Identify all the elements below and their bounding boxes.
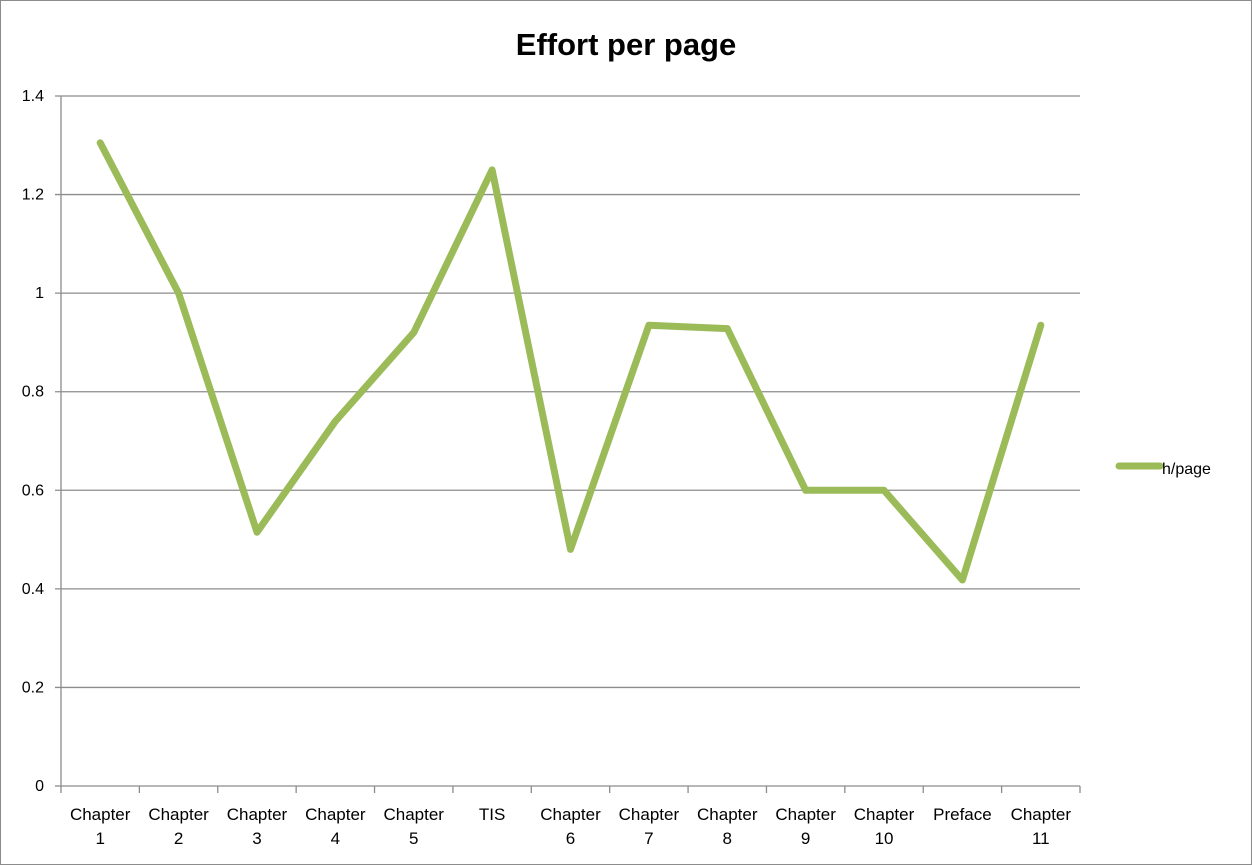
y-tick-label: 0.2: [22, 679, 44, 696]
y-tick-label: 1.4: [22, 88, 44, 105]
x-tick-label: Chapter 6: [540, 805, 601, 848]
x-tick-label-line: Chapter: [383, 805, 444, 824]
x-tick-label-line: Chapter: [619, 805, 680, 824]
axes: [60, 96, 1081, 793]
x-tick-label-line: Chapter: [540, 805, 601, 824]
x-tick-label-line: 8: [723, 829, 732, 848]
x-tick-label: Chapter 4: [305, 805, 366, 848]
x-tick-label-line: 7: [644, 829, 653, 848]
x-tick-label-line: Chapter: [70, 805, 131, 824]
x-tick-label: Chapter 1: [70, 805, 131, 848]
x-tick-label-line: 6: [566, 829, 575, 848]
gridlines: [55, 95, 1080, 787]
x-tick-label: Chapter 10: [854, 805, 915, 848]
y-tick-label: 0: [35, 778, 44, 795]
x-tick-label-line: 9: [801, 829, 810, 848]
legend-label: h/page: [1162, 461, 1211, 478]
x-tick-label: Chapter 3: [227, 805, 288, 848]
x-tick-label-line: Chapter: [854, 805, 915, 824]
x-tick-label-line: 3: [252, 829, 261, 848]
y-axis-tick-labels: 0 0.2 0.4 0.6 0.8 1 1.2 1.4: [22, 88, 44, 795]
legend: h/page: [1115, 461, 1211, 478]
x-tick-label-line: Chapter: [305, 805, 366, 824]
x-tick-label-line: 5: [409, 829, 418, 848]
series-line: [96, 139, 1045, 584]
series-lines: [96, 139, 1045, 584]
x-tick-label: Chapter 11: [1011, 805, 1072, 848]
y-tick-label: 0.6: [22, 482, 44, 499]
x-tick-label: Chapter 7: [619, 805, 680, 848]
x-tick-label-line: 2: [174, 829, 183, 848]
x-tick-label-line: Chapter: [148, 805, 209, 824]
x-tick-label: Chapter 8: [697, 805, 758, 848]
x-tick-label-line: TIS: [479, 805, 505, 824]
x-tick-label: TIS: [479, 805, 505, 824]
x-tick-label-line: Chapter: [1011, 805, 1072, 824]
x-tick-label-line: 4: [331, 829, 340, 848]
x-tick-label-line: Chapter: [697, 805, 758, 824]
y-tick-label: 1.2: [22, 187, 44, 204]
x-tick-label-line: Preface: [933, 805, 992, 824]
y-tick-label: 0.8: [22, 384, 44, 401]
x-tick-label-line: 11: [1032, 829, 1050, 848]
x-tick-label-line: Chapter: [227, 805, 288, 824]
x-tick-label: Chapter 2: [148, 805, 209, 848]
x-tick-label: Chapter 5: [383, 805, 444, 848]
x-tick-label-line: 1: [95, 829, 104, 848]
x-axis-tick-labels: Chapter 1 Chapter 2 Chapter 3 Chapter 4 Chapter 5…: [70, 805, 1071, 848]
x-tick-label: Preface: [933, 805, 992, 824]
x-tick-label-line: 10: [875, 829, 894, 848]
chart-title: Effort per page: [515, 27, 737, 62]
x-tick-label: Chapter 9: [775, 805, 836, 848]
x-tick-label-line: Chapter: [775, 805, 836, 824]
y-tick-label: 1: [35, 285, 44, 302]
y-tick-label: 0.4: [22, 581, 44, 598]
